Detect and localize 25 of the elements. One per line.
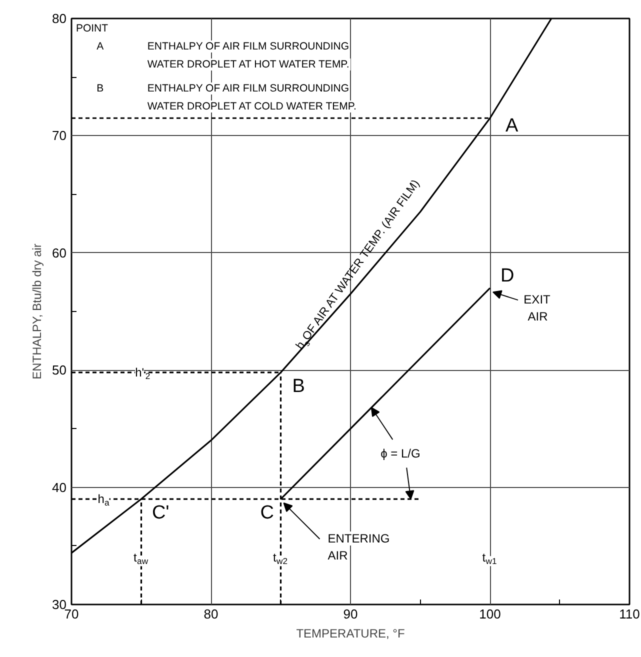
y-tick-label: 30 xyxy=(52,597,67,612)
annotation: POINT xyxy=(76,22,109,34)
x-tick-label: 90 xyxy=(343,606,358,622)
annotation: B xyxy=(96,82,104,94)
annotation: ENTERING AIR xyxy=(328,532,390,563)
annotation: C' xyxy=(152,502,170,524)
annotation: ϕ = L/G xyxy=(380,446,420,461)
y-tick-label: 50 xyxy=(52,362,67,378)
x-tick-label: 110 xyxy=(619,606,640,622)
y-tick-label: 60 xyxy=(52,245,67,260)
annotation: C xyxy=(260,502,274,524)
y-tick-label: 40 xyxy=(52,480,67,495)
annotation: A xyxy=(96,40,104,52)
annotation: ENTHALPY OF AIR FILM SURROUNDING WATER DROPLET AT HOT WATER TEMP. xyxy=(147,40,350,70)
x-axis-title: TEMPERATURE, °F xyxy=(296,626,405,640)
y-axis-title: ENTHALPY, Btu/lb dry air xyxy=(30,244,44,380)
annotation: B xyxy=(292,376,305,397)
annotation: EXIT AIR xyxy=(524,292,552,324)
x-tick-label: 80 xyxy=(204,606,218,622)
y-tick-label: 80 xyxy=(52,11,67,26)
annotation: D xyxy=(500,266,514,287)
y-tick-label: 70 xyxy=(52,128,67,144)
annotation: ENTHALPY OF AIR FILM SURROUNDING WATER DROPLET AT COLD WATER TEMP. xyxy=(147,82,356,112)
annotation: A xyxy=(506,116,519,137)
x-tick-label: 100 xyxy=(479,606,501,622)
